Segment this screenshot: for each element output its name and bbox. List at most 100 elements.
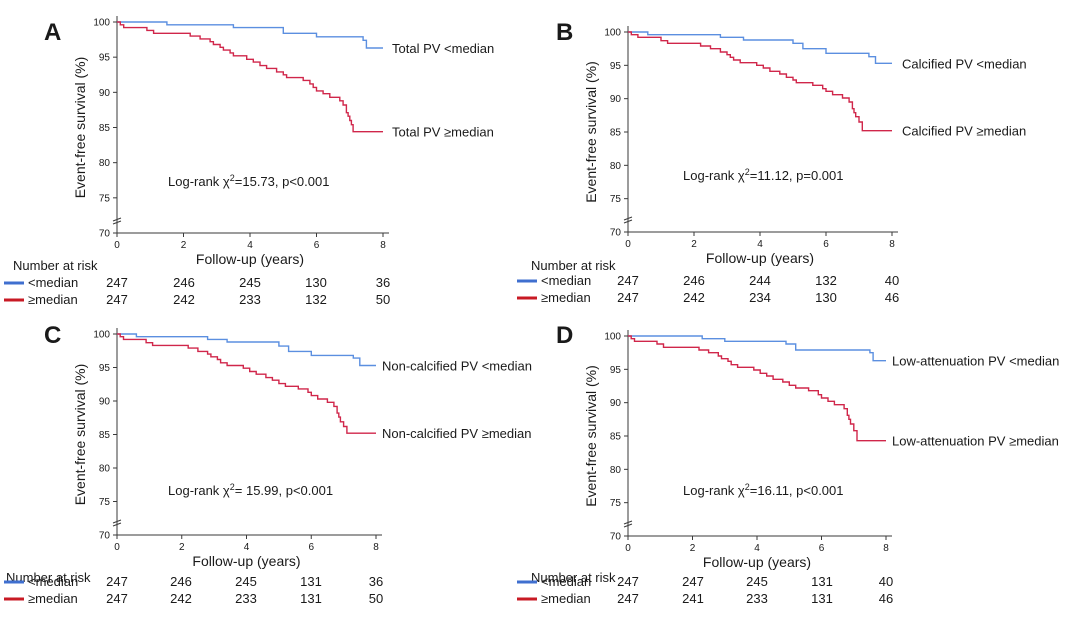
series-label: Non-calcified PV <median [382, 358, 532, 373]
risk-table: Number at risk<median 247 247 245 131 40 ≥medi… [517, 570, 893, 606]
series-label: Total PV ≥median [392, 125, 494, 140]
risk-row-label: ≥median [28, 292, 78, 307]
series-line-above-median [628, 335, 886, 442]
y-tick-label: 95 [610, 365, 622, 376]
risk-count: 245 [239, 275, 261, 290]
risk-count: 246 [170, 574, 192, 589]
logrank-superscript: 2 [745, 167, 750, 177]
x-axis-title: Follow-up (years) [703, 554, 811, 570]
risk-count: 131 [300, 574, 322, 589]
risk-count: 247 [106, 574, 128, 589]
series-line-above-median [117, 21, 383, 133]
risk-count: 131 [300, 591, 322, 606]
risk-count: 247 [106, 292, 128, 307]
risk-count: 247 [617, 591, 639, 606]
risk-count: 247 [617, 273, 639, 288]
y-tick-label: 85 [99, 123, 111, 134]
logrank-prefix: Log-rank χ [683, 168, 745, 183]
y-tick-label: 70 [610, 228, 622, 239]
risk-count: 46 [879, 591, 893, 606]
y-tick-label: 90 [99, 397, 111, 408]
risk-table: Number at risk<median 247 246 245 131 36 ≥medi… [4, 570, 383, 606]
x-tick-label: 4 [754, 543, 760, 554]
y-tick-label: 100 [604, 28, 621, 39]
risk-count: 46 [885, 290, 899, 305]
risk-row-label: ≥median [541, 591, 591, 606]
axes [112, 16, 389, 234]
risk-count: 50 [376, 292, 390, 307]
risk-count: 246 [173, 275, 195, 290]
y-tick-label: 95 [99, 363, 111, 374]
risk-count: 246 [683, 273, 705, 288]
risk-count: 50 [369, 591, 383, 606]
risk-count: 247 [106, 275, 128, 290]
logrank-superscript: 2 [745, 482, 750, 492]
x-tick-label: 6 [314, 240, 320, 251]
x-axis-title: Follow-up (years) [196, 251, 304, 267]
series-line-above-median [117, 333, 376, 434]
y-tick-label: 85 [99, 430, 111, 441]
risk-count: 245 [235, 574, 257, 589]
y-tick-label: 75 [99, 497, 111, 508]
y-tick-label: 80 [610, 161, 622, 172]
x-tick-label: 8 [889, 239, 895, 250]
x-tick-label: 8 [373, 542, 379, 553]
y-tick-label: 85 [610, 128, 622, 139]
risk-table-header: Number at risk [531, 570, 616, 585]
x-axis-title: Follow-up (years) [192, 553, 300, 569]
axis-break-mark [112, 519, 122, 527]
series-line-below-median [628, 31, 892, 64]
risk-table-header: Number at risk [6, 570, 91, 585]
risk-count: 245 [746, 574, 768, 589]
risk-table-header: Number at risk [13, 258, 98, 273]
risk-count: 233 [235, 591, 257, 606]
y-tick-label: 80 [99, 464, 111, 475]
x-tick-label: 6 [308, 542, 314, 553]
logrank-stat: =16.11, p<0.001 [750, 483, 844, 498]
y-tick-label: 75 [610, 498, 622, 509]
x-tick-label: 8 [883, 543, 889, 554]
y-tick-label: 70 [99, 531, 111, 542]
x-tick-label: 2 [179, 542, 185, 553]
risk-row-label: ≥median [541, 290, 591, 305]
y-tick-label: 75 [99, 193, 111, 204]
y-tick-label: 90 [610, 398, 622, 409]
y-tick-label: 70 [99, 229, 111, 240]
risk-count: 36 [376, 275, 390, 290]
risk-row-label: <median [541, 273, 591, 288]
x-tick-label: 0 [114, 240, 120, 251]
risk-count: 40 [879, 574, 893, 589]
x-tick-label: 4 [757, 239, 763, 250]
x-axis-title: Follow-up (years) [706, 250, 814, 266]
y-tick-label: 85 [610, 432, 622, 443]
x-tick-label: 4 [247, 240, 253, 251]
risk-count: 131 [811, 591, 833, 606]
logrank-superscript: 2 [230, 482, 235, 492]
x-tick-label: 8 [380, 240, 386, 251]
risk-table-header: Number at risk [531, 258, 616, 273]
axis-break-mark [623, 216, 633, 224]
x-tick-label: 2 [691, 239, 697, 250]
series-label: Non-calcified PV ≥median [382, 426, 531, 441]
risk-count: 132 [815, 273, 837, 288]
risk-count: 130 [305, 275, 327, 290]
risk-count: 242 [170, 591, 192, 606]
risk-row-label: <median [28, 275, 78, 290]
logrank-annotation: Log-rank χ2=16.11, p<0.001 [683, 482, 844, 498]
risk-count: 242 [683, 290, 705, 305]
risk-row-label: <median [541, 574, 591, 589]
y-axis-title: Event-free survival (%) [72, 57, 88, 199]
risk-count: 244 [749, 273, 771, 288]
risk-count: 234 [749, 290, 771, 305]
risk-count: 247 [617, 574, 639, 589]
y-tick-label: 80 [99, 158, 111, 169]
risk-count: 242 [173, 292, 195, 307]
panel-letter: C [44, 322, 61, 349]
y-tick-label: 90 [99, 88, 111, 99]
risk-count: 247 [106, 591, 128, 606]
y-tick-label: 70 [610, 532, 622, 543]
panel-letter: A [44, 19, 61, 46]
